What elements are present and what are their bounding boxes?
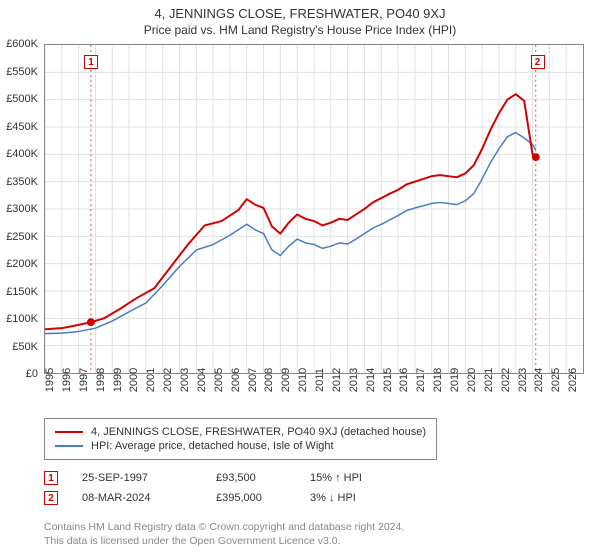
x-tick-label: 2007 [247,368,259,392]
transaction-marker: 2 [44,491,58,505]
footer-line: Contains HM Land Registry data © Crown c… [44,520,404,534]
x-tick-label: 1995 [44,368,56,392]
legend-label: 4, JENNINGS CLOSE, FRESHWATER, PO40 9XJ … [91,426,426,438]
x-tick-label: 2005 [213,368,225,392]
transaction-vs-hpi: 3% ↓ HPI [310,492,400,504]
legend-swatch [55,431,83,433]
chart-title: 4, JENNINGS CLOSE, FRESHWATER, PO40 9XJ [0,0,600,21]
legend-swatch [55,445,83,447]
y-tick-label: £250K [6,231,38,243]
y-tick-label: £400K [6,148,38,160]
transaction-date: 25-SEP-1997 [82,472,192,484]
x-tick-label: 2018 [432,368,444,392]
y-tick-label: £100K [6,313,38,325]
footer-line: This data is licensed under the Open Gov… [44,534,404,548]
x-tick-label: 2025 [550,368,562,392]
x-tick-label: 2001 [145,368,157,392]
x-tick-label: 2002 [162,368,174,392]
x-tick-label: 2009 [280,368,292,392]
transaction-price: £395,000 [216,492,286,504]
chart-subtitle: Price paid vs. HM Land Registry's House … [0,21,600,41]
y-axis-labels: £0£50K£100K£150K£200K£250K£300K£350K£400… [0,44,42,374]
legend-label: HPI: Average price, detached house, Isle… [91,440,334,452]
chart-marker-label: 1 [84,55,98,69]
x-tick-label: 2016 [398,368,410,392]
y-tick-label: £450K [6,121,38,133]
transaction-row: 1 25-SEP-1997 £93,500 15% ↑ HPI [44,468,400,488]
x-tick-label: 1998 [95,368,107,392]
x-tick-label: 2014 [365,368,377,392]
y-tick-label: £50K [12,341,38,353]
x-tick-label: 1996 [61,368,73,392]
transaction-table: 1 25-SEP-1997 £93,500 15% ↑ HPI 2 08-MAR-2024… [44,468,400,508]
x-axis-labels: 1995199619971998199920002001200220032004… [44,376,584,416]
y-tick-label: £600K [6,38,38,50]
chart-svg [45,45,583,373]
transaction-marker: 1 [44,471,58,485]
y-tick-label: £0 [26,368,38,380]
x-tick-label: 2008 [263,368,275,392]
x-tick-label: 2017 [415,368,427,392]
x-tick-label: 2022 [500,368,512,392]
legend-item: HPI: Average price, detached house, Isle… [55,439,426,453]
x-tick-label: 2003 [179,368,191,392]
x-tick-label: 2010 [297,368,309,392]
y-tick-label: £300K [6,203,38,215]
x-tick-label: 2000 [128,368,140,392]
footer-attribution: Contains HM Land Registry data © Crown c… [44,520,404,548]
x-tick-label: 2013 [348,368,360,392]
chart-plot-area: 12 [44,44,584,374]
x-tick-label: 2023 [517,368,529,392]
x-tick-label: 2015 [382,368,394,392]
x-tick-label: 2019 [449,368,461,392]
x-tick-label: 2011 [314,368,326,392]
transaction-vs-hpi: 15% ↑ HPI [310,472,400,484]
x-tick-label: 1997 [78,368,90,392]
x-tick-label: 2012 [331,368,343,392]
transaction-price: £93,500 [216,472,286,484]
y-tick-label: £550K [6,66,38,78]
y-tick-label: £500K [6,93,38,105]
x-tick-label: 2024 [533,368,545,392]
x-tick-label: 1999 [112,368,124,392]
x-tick-label: 2026 [567,368,579,392]
y-tick-label: £200K [6,258,38,270]
x-tick-label: 2021 [483,368,495,392]
transaction-row: 2 08-MAR-2024 £395,000 3% ↓ HPI [44,488,400,508]
transaction-date: 08-MAR-2024 [82,492,192,504]
x-tick-label: 2004 [196,368,208,392]
y-tick-label: £350K [6,176,38,188]
x-tick-label: 2020 [466,368,478,392]
legend-item: 4, JENNINGS CLOSE, FRESHWATER, PO40 9XJ … [55,425,426,439]
y-tick-label: £150K [6,286,38,298]
chart-marker-label: 2 [531,55,545,69]
chart-legend: 4, JENNINGS CLOSE, FRESHWATER, PO40 9XJ … [44,418,437,460]
x-tick-label: 2006 [230,368,242,392]
